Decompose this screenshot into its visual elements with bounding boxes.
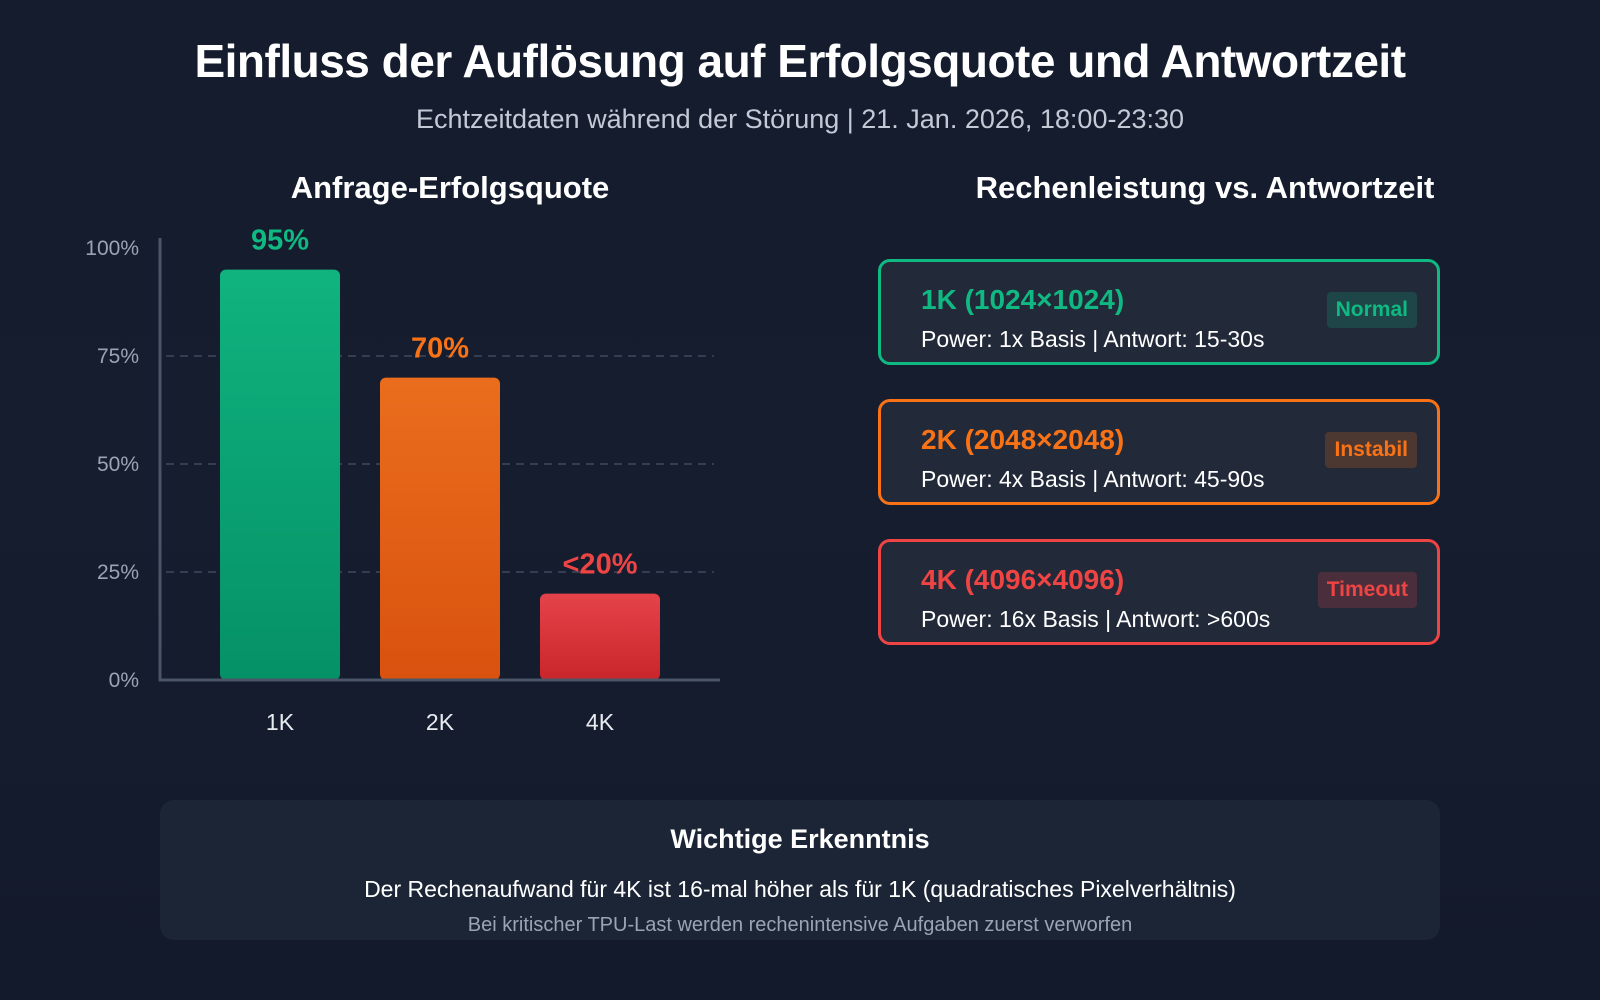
card-description: Power: 16x Basis | Antwort: >600s: [921, 606, 1271, 632]
resolution-card-1k: 1K (1024×1024) Power: 1x Basis | Antwort…: [878, 259, 1440, 365]
page-subtitle: Echtzeitdaten während der Störung | 21. …: [415, 104, 1185, 134]
card-title: 1K (1024×1024): [921, 284, 1125, 315]
bar-chart: 0% 25% 50% 75% 100% 95% 1K 70% 2K <20% 4K: [85, 225, 720, 735]
insight-box: Wichtige Erkenntnis Der Rechenaufwand fü…: [160, 800, 1440, 940]
bar-1k: [220, 269, 340, 680]
value-label: 70%: [411, 333, 469, 365]
bar-4k: [540, 593, 660, 680]
status-badge: Instabil: [1325, 432, 1417, 468]
y-tick-label: 50%: [97, 453, 139, 476]
resolution-card-4k: 4K (4096×4096) Power: 16x Basis | Antwor…: [878, 539, 1440, 645]
card-title: 2K (2048×2048): [921, 424, 1125, 455]
x-tick-label: 1K: [266, 709, 295, 735]
status-badge: Normal: [1326, 292, 1417, 328]
x-tick-label: 2K: [426, 709, 455, 735]
insight-text: Der Rechenaufwand für 4K ist 16-mal höhe…: [364, 876, 1236, 902]
bar-2k: [380, 377, 500, 680]
card-title: 4K (4096×4096): [921, 564, 1125, 595]
y-tick-label: 0%: [109, 669, 139, 692]
card-description: Power: 4x Basis | Antwort: 45-90s: [921, 466, 1265, 492]
x-tick-label: 4K: [586, 709, 615, 735]
panel-title: Rechenleistung vs. Antwortzeit: [975, 170, 1435, 205]
y-tick-label: 75%: [97, 345, 139, 368]
insight-subtext: Bei kritischer TPU-Last werden rechenint…: [467, 914, 1133, 936]
card-description: Power: 1x Basis | Antwort: 15-30s: [921, 326, 1265, 352]
value-label: <20%: [563, 549, 638, 581]
status-badge: Timeout: [1317, 572, 1417, 608]
resolution-card-2k: 2K (2048×2048) Power: 4x Basis | Antwort…: [878, 399, 1440, 505]
page-title: Einfluss der Auflösung auf Erfolgsquote …: [194, 35, 1406, 87]
y-tick-label: 25%: [97, 561, 139, 584]
value-label: 95%: [251, 225, 309, 257]
insight-title: Wichtige Erkenntnis: [670, 824, 930, 854]
chart-title: Anfrage-Erfolgsquote: [290, 170, 610, 205]
y-tick-label: 100%: [85, 237, 139, 260]
